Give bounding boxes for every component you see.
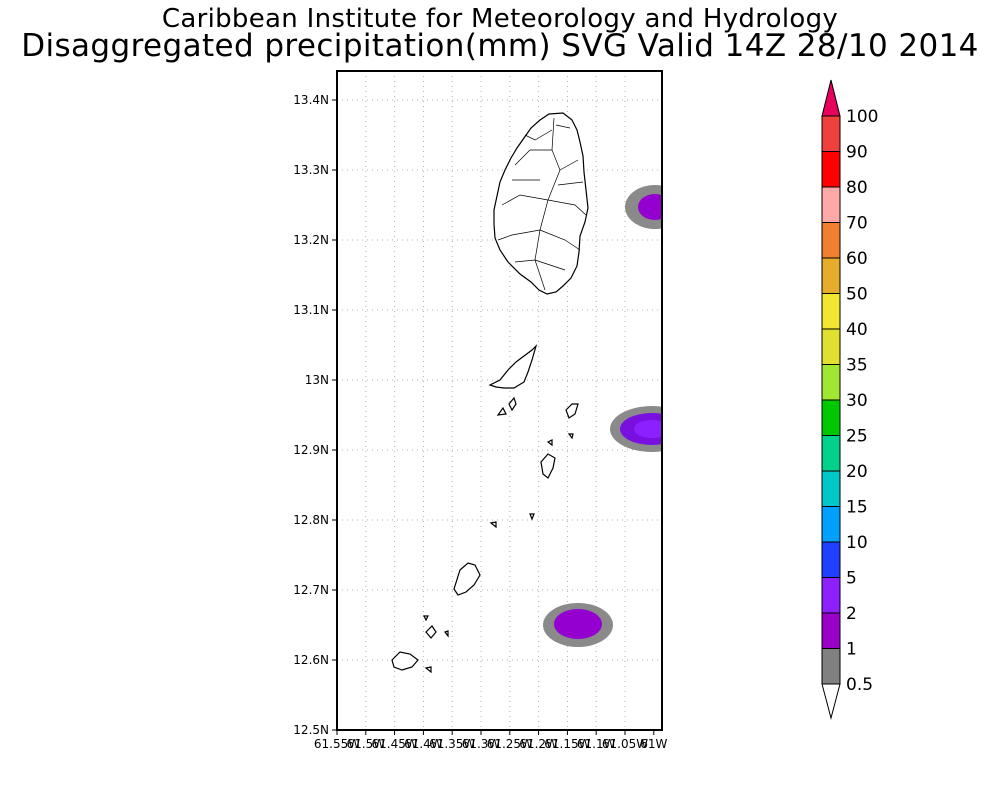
lon-tick-label: 61.25W bbox=[487, 737, 533, 751]
legend-label: 5 bbox=[846, 569, 857, 589]
latitude-axis: 13.4N 13.3N 13.2N 13.1N 13N 12.9N 12.8N 12.7N 12… bbox=[293, 93, 337, 737]
legend-swatch bbox=[821, 364, 841, 401]
lat-tick-label: 13.1N bbox=[293, 303, 329, 317]
frame-mask bbox=[662, 180, 702, 460]
legend-label: 80 bbox=[846, 178, 868, 198]
lon-tick-label: 61.55W bbox=[314, 737, 360, 751]
legend-bottom-arrow bbox=[821, 683, 841, 720]
legend-swatch bbox=[821, 648, 841, 685]
lon-tick-label: 61.2W bbox=[519, 737, 558, 751]
map-grid bbox=[337, 71, 662, 730]
legend-swatch bbox=[821, 186, 841, 223]
legend-swatch bbox=[821, 612, 841, 649]
lat-tick-label: 13.3N bbox=[293, 163, 329, 177]
lon-tick-label: 61.35W bbox=[429, 737, 475, 751]
legend-swatch bbox=[821, 541, 841, 578]
lon-tick-label: 61.15W bbox=[544, 737, 590, 751]
lat-tick-label: 13N bbox=[305, 373, 329, 387]
legend-swatch bbox=[821, 399, 841, 436]
lat-tick-label: 12.7N bbox=[293, 583, 329, 597]
legend-label: 70 bbox=[846, 214, 868, 234]
islands-grenadines bbox=[391, 343, 579, 674]
legend-label: 40 bbox=[846, 320, 868, 340]
legend-label: 0.5 bbox=[846, 675, 873, 695]
legend-label: 30 bbox=[846, 391, 868, 411]
legend-label: 1 bbox=[846, 640, 857, 660]
legend-label: 50 bbox=[846, 285, 868, 305]
lon-tick-label: 61.1W bbox=[577, 737, 616, 751]
chart-title: Caribbean Institute for Meteorology and … bbox=[161, 4, 839, 34]
lon-tick-label: 61W bbox=[640, 737, 667, 751]
legend-swatch bbox=[821, 470, 841, 507]
colorbar-legend: 100 90 80 70 60 50 40 35 30 25 20 15 10 5 2 1 0.5 bbox=[821, 79, 878, 720]
lon-tick-label: 61.45W bbox=[371, 737, 417, 751]
legend-swatch bbox=[821, 328, 841, 365]
legend-swatch bbox=[821, 115, 841, 152]
legend-swatch bbox=[821, 293, 841, 330]
lon-tick-label: 61.05W bbox=[602, 737, 648, 751]
lat-tick-label: 12.8N bbox=[293, 513, 329, 527]
precip-area-south bbox=[543, 603, 613, 647]
lon-tick-label: 61.4W bbox=[404, 737, 443, 751]
island-st-vincent bbox=[493, 112, 589, 295]
lat-tick-label: 12.9N bbox=[293, 443, 329, 457]
legend-swatch bbox=[821, 257, 841, 294]
lat-tick-label: 13.2N bbox=[293, 233, 329, 247]
map-frame bbox=[336, 70, 663, 731]
longitude-axis: 61.55W61.5W61.45W61.4W61.35W61.3W61.25W6… bbox=[314, 730, 667, 751]
legend-swatch bbox=[821, 151, 841, 188]
chart-subtitle: Disaggregated precipitation(mm) SVG Vali… bbox=[21, 28, 979, 64]
lat-tick-label: 12.6N bbox=[293, 653, 329, 667]
lat-tick-label: 12.5N bbox=[293, 723, 329, 737]
legend-label: 60 bbox=[846, 249, 868, 269]
legend-label: 25 bbox=[846, 427, 868, 447]
lon-tick-label: 61.5W bbox=[347, 737, 386, 751]
legend-swatch bbox=[821, 506, 841, 543]
lat-tick-label: 13.4N bbox=[293, 93, 329, 107]
legend-label: 100 bbox=[846, 107, 878, 127]
legend-swatch bbox=[821, 577, 841, 614]
legend-label: 35 bbox=[846, 356, 868, 376]
lon-tick-label: 61.3W bbox=[462, 737, 501, 751]
legend-label: 2 bbox=[846, 604, 857, 624]
legend-label: 15 bbox=[846, 498, 868, 518]
legend-label: 10 bbox=[846, 533, 868, 553]
legend-label: 20 bbox=[846, 462, 868, 482]
legend-top-arrow bbox=[821, 79, 841, 117]
legend-label: 90 bbox=[846, 143, 868, 163]
legend-swatch bbox=[821, 222, 841, 259]
legend-swatch bbox=[821, 435, 841, 472]
